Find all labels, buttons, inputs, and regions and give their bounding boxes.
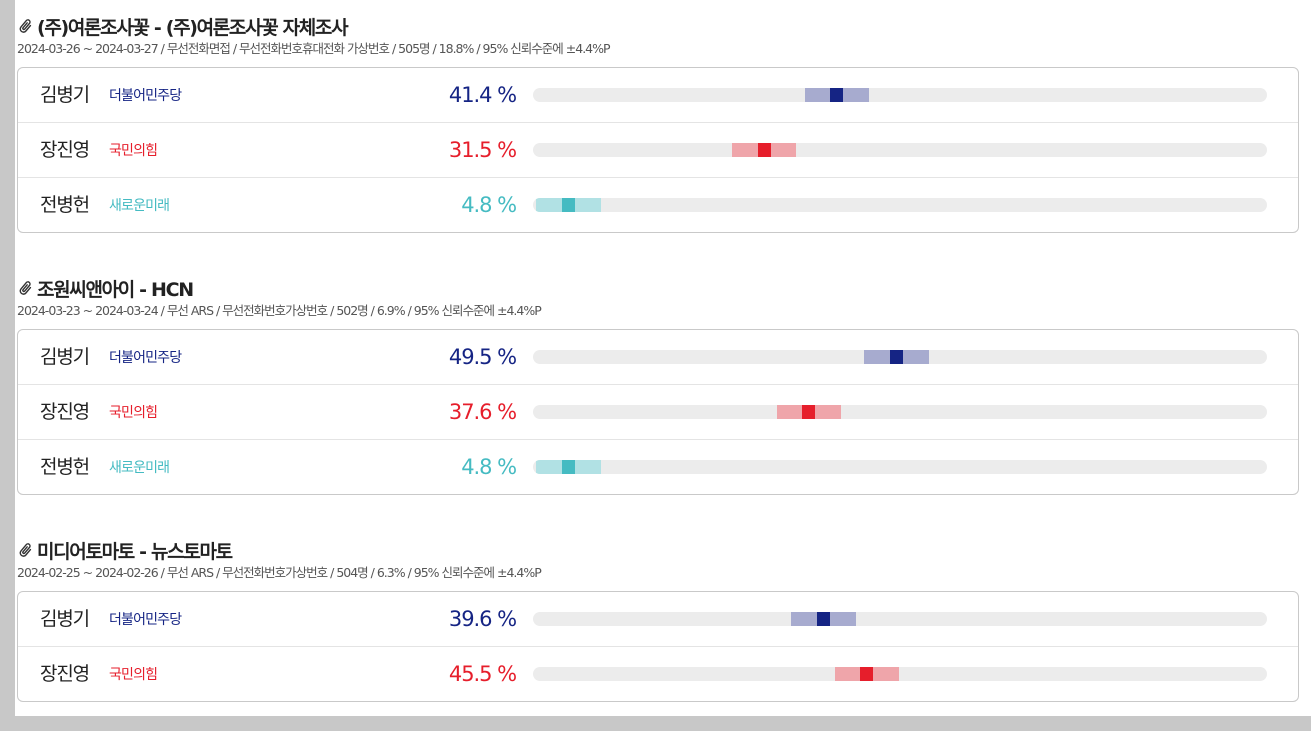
poll-section: 미디어토마토 - 뉴스토마토 2024-02-25 ~ 2024-02-26 /… — [17, 537, 1299, 702]
results-card: 김병기 더불어민주당 49.5 % 장진영 국민의힘 37.6 % 전병헌 — [17, 329, 1299, 495]
percent-point-marker — [889, 350, 903, 364]
percent-label: 45.5 % — [448, 662, 517, 686]
result-row: 장진영 국민의힘 45.5 % — [18, 646, 1298, 701]
poll-title: 미디어토마토 - 뉴스토마토 — [17, 537, 1299, 563]
results-card: 김병기 더불어민주당 39.6 % 장진영 국민의힘 45.5 % — [17, 591, 1299, 702]
candidate-name: 전병헌 — [40, 194, 90, 216]
percent-bar-track — [533, 143, 1267, 157]
percent-label: 4.8 % — [461, 193, 517, 217]
poll-meta: 2024-03-23 ~ 2024-03-24 / 무선 ARS / 무선전화번… — [17, 303, 542, 318]
percent-bar-track — [533, 405, 1267, 419]
party-name: 더불어민주당 — [109, 612, 182, 628]
percent-label: 39.6 % — [448, 607, 517, 631]
candidate-name: 장진영 — [40, 401, 90, 423]
result-row: 김병기 더불어민주당 49.5 % — [18, 330, 1298, 384]
poll-title: (주)여론조사꽃 - (주)여론조사꽃 자체조사 — [17, 13, 1299, 39]
percent-bar-track — [533, 350, 1267, 364]
party-name: 국민의힘 — [109, 405, 158, 421]
result-row: 김병기 더불어민주당 39.6 % — [18, 592, 1298, 646]
party-name: 새로운미래 — [109, 198, 170, 214]
party-name: 국민의힘 — [109, 667, 158, 683]
paperclip-icon — [19, 280, 32, 295]
percent-label: 37.6 % — [448, 400, 517, 424]
page: (주)여론조사꽃 - (주)여론조사꽃 자체조사 2024-03-26 ~ 20… — [15, 0, 1311, 716]
candidate-name: 장진영 — [40, 139, 90, 161]
result-row: 장진영 국민의힘 37.6 % — [18, 384, 1298, 439]
percent-bar-track — [533, 88, 1267, 102]
result-row: 장진영 국민의힘 31.5 % — [18, 122, 1298, 177]
poll-title-text: 조원씨앤아이 - HCN — [37, 278, 194, 301]
poll-meta: 2024-02-25 ~ 2024-02-26 / 무선 ARS / 무선전화번… — [17, 565, 542, 580]
poll-meta: 2024-03-26 ~ 2024-03-27 / 무선전화면접 / 무선전화번… — [17, 41, 611, 56]
party-name: 국민의힘 — [109, 143, 158, 159]
poll-title-text: 미디어토마토 - 뉴스토마토 — [37, 540, 233, 563]
percent-bar-track — [533, 460, 1267, 474]
percent-label: 49.5 % — [448, 345, 517, 369]
percent-label: 31.5 % — [448, 138, 517, 162]
results-card: 김병기 더불어민주당 41.4 % 장진영 국민의힘 31.5 % 전병헌 — [17, 67, 1299, 233]
candidate-name: 김병기 — [40, 608, 90, 630]
poll-section: 조원씨앤아이 - HCN 2024-03-23 ~ 2024-03-24 / 무… — [17, 275, 1299, 495]
result-row: 전병헌 새로운미래 4.8 % — [18, 177, 1298, 232]
candidate-name: 김병기 — [40, 84, 90, 106]
poll-title: 조원씨앤아이 - HCN — [17, 275, 1299, 301]
percent-point-marker — [817, 612, 831, 626]
paperclip-icon — [19, 18, 32, 33]
percent-label: 41.4 % — [448, 83, 517, 107]
party-name: 더불어민주당 — [109, 350, 182, 366]
poll-section: (주)여론조사꽃 - (주)여론조사꽃 자체조사 2024-03-26 ~ 20… — [17, 13, 1299, 233]
percent-bar-track — [533, 198, 1267, 212]
percent-point-marker — [860, 667, 874, 681]
candidate-name: 전병헌 — [40, 456, 90, 478]
percent-point-marker — [561, 460, 575, 474]
percent-point-marker — [757, 143, 771, 157]
party-name: 새로운미래 — [109, 460, 170, 476]
percent-bar-track — [533, 612, 1267, 626]
party-name: 더불어민주당 — [109, 88, 182, 104]
candidate-name: 장진영 — [40, 663, 90, 685]
candidate-name: 김병기 — [40, 346, 90, 368]
percent-point-marker — [561, 198, 575, 212]
paperclip-icon — [19, 542, 32, 557]
result-row: 김병기 더불어민주당 41.4 % — [18, 68, 1298, 122]
poll-title-text: (주)여론조사꽃 - (주)여론조사꽃 자체조사 — [37, 16, 349, 39]
result-row: 전병헌 새로운미래 4.8 % — [18, 439, 1298, 494]
percent-label: 4.8 % — [461, 455, 517, 479]
percent-point-marker — [802, 405, 816, 419]
percent-bar-track — [533, 667, 1267, 681]
percent-point-marker — [830, 88, 844, 102]
